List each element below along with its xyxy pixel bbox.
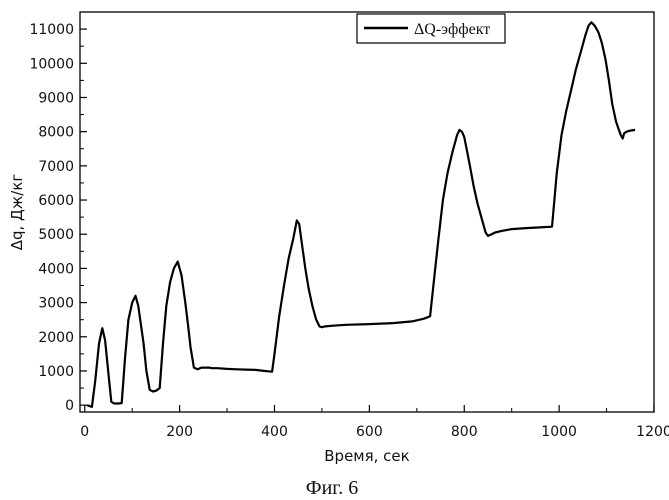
x-tick-label: 0 [80, 424, 89, 440]
y-tick-label: 10000 [29, 56, 74, 72]
y-axis: 0 1000 2000 3000 4000 5000 6000 7000 8000 9000 100… [29, 22, 87, 414]
y-tick-label: 3000 [38, 296, 74, 312]
x-axis: 0 200 400 600 800 1000 1200 [80, 405, 669, 440]
x-tick-label: 1200 [636, 424, 669, 440]
y-tick-label: 6000 [38, 193, 74, 209]
y-tick-label: 11000 [29, 22, 74, 38]
y-tick-label: 5000 [38, 227, 74, 243]
y-tick-label: 9000 [38, 90, 74, 106]
x-tick-label: 600 [356, 424, 383, 440]
x-tick-label: 200 [166, 424, 193, 440]
figure-caption: Фиг. 6 [306, 477, 358, 499]
y-tick-label: 2000 [38, 330, 74, 346]
x-tick-label: 1000 [541, 424, 577, 440]
x-tick-label: 800 [451, 424, 478, 440]
y-tick-label: 8000 [38, 125, 74, 141]
x-axis-title: Время, сек [324, 447, 409, 465]
y-tick-label: 7000 [38, 159, 74, 175]
legend-label: ΔQ-эффект [414, 21, 490, 38]
legend: ΔQ-эффект [357, 14, 505, 43]
plot-frame [80, 12, 654, 412]
y-tick-label: 1000 [38, 364, 74, 380]
y-axis-title: Δq, Дж/кг [8, 174, 26, 251]
x-tick-label: 400 [261, 424, 288, 440]
y-tick-label: 4000 [38, 261, 74, 277]
y-tick-label: 0 [65, 398, 74, 414]
series-line-dq-effect [87, 22, 635, 407]
